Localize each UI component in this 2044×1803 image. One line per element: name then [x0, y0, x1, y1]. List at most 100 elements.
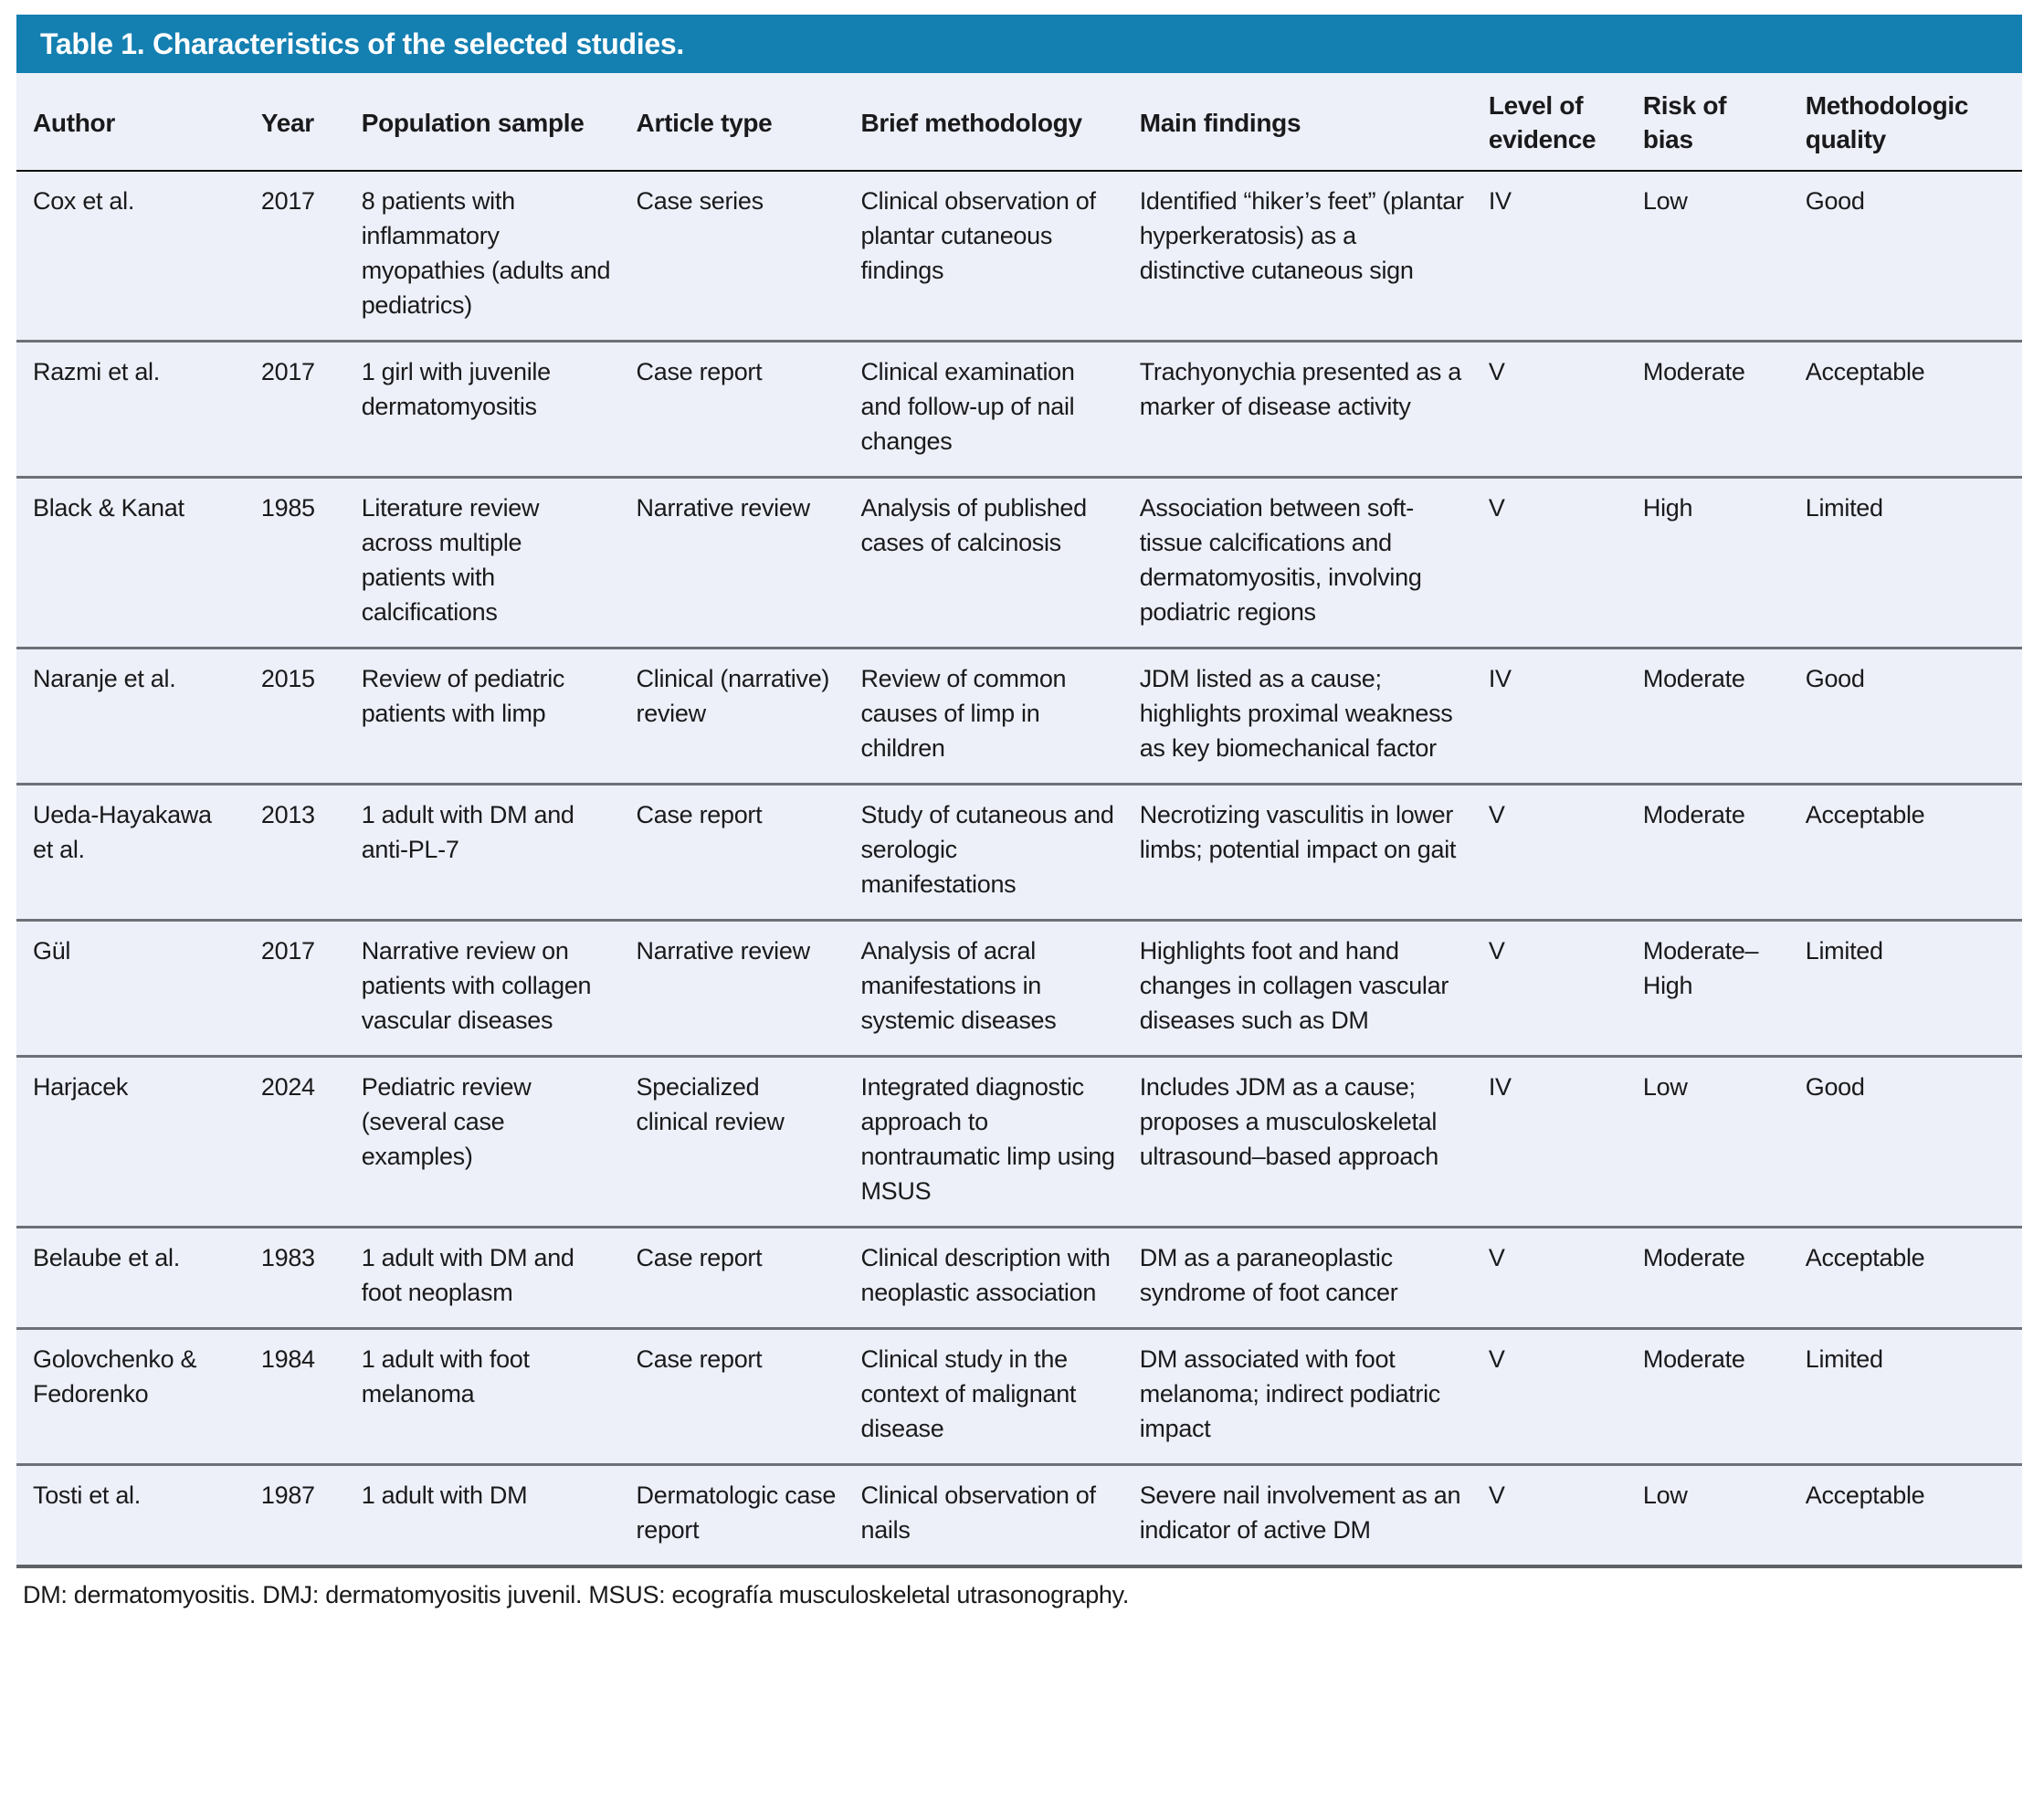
cell-author: Gül — [16, 920, 261, 1058]
cell-findings: Severe nail involvement as an indicator … — [1139, 1464, 1489, 1568]
table-row: Harjacek 2024 Pediatric review (several … — [16, 1056, 2022, 1228]
cell-methodology: Clinical observation of nails — [860, 1464, 1140, 1568]
cell-methodology: Clinical study in the context of maligna… — [860, 1328, 1140, 1466]
page-container: Table 1. Characteristics of the selected… — [16, 15, 2022, 1609]
cell-methodology: Analysis of published cases of calcinosi… — [860, 477, 1140, 649]
cell-evidence: IV — [1488, 171, 1643, 343]
cell-bias: Moderate — [1642, 341, 1806, 479]
table-body: Cox et al. 2017 8 patients with inflamma… — [16, 171, 2022, 1568]
table-row: Belaube et al. 1983 1 adult with DM and … — [16, 1227, 2022, 1330]
cell-methodology: Review of common causes of limp in child… — [860, 648, 1140, 786]
table-header: Author Year Population sample Article ty… — [16, 73, 2022, 172]
cell-evidence: V — [1488, 477, 1643, 649]
cell-methodology: Clinical description with neoplastic ass… — [860, 1227, 1140, 1330]
table-title-bar: Table 1. Characteristics of the selected… — [16, 15, 2022, 73]
cell-year: 1983 — [260, 1227, 362, 1330]
cell-quality: Acceptable — [1805, 1227, 2022, 1330]
cell-bias: Low — [1642, 1464, 1806, 1568]
cell-year: 2024 — [260, 1056, 362, 1228]
table-row: Cox et al. 2017 8 patients with inflamma… — [16, 171, 2022, 343]
cell-bias: Moderate — [1642, 648, 1806, 786]
cell-quality: Limited — [1805, 920, 2022, 1058]
cell-evidence: V — [1488, 784, 1643, 922]
cell-quality: Good — [1805, 1056, 2022, 1228]
cell-findings: DM as a paraneoplastic syndrome of foot … — [1139, 1227, 1489, 1330]
studies-table: Author Year Population sample Article ty… — [16, 73, 2022, 1568]
cell-evidence: IV — [1488, 1056, 1643, 1228]
cell-findings: JDM listed as a cause; highlights proxim… — [1139, 648, 1489, 786]
col-header-year: Year — [260, 73, 362, 172]
col-header-findings: Main findings — [1139, 73, 1489, 172]
cell-year: 2017 — [260, 341, 362, 479]
cell-year: 2013 — [260, 784, 362, 922]
header-row: Author Year Population sample Article ty… — [16, 73, 2022, 172]
cell-author: Tosti et al. — [16, 1464, 261, 1568]
cell-population: 8 patients with inflammatory myopathies … — [361, 171, 637, 343]
table-title: Table 1. Characteristics of the selected… — [40, 26, 684, 60]
cell-evidence: V — [1488, 1464, 1643, 1568]
table-row: Golovchenko & Fedorenko 1984 1 adult wit… — [16, 1328, 2022, 1466]
col-header-article-type: Article type — [636, 73, 861, 172]
cell-findings: DM associated with foot melanoma; indire… — [1139, 1328, 1489, 1466]
cell-author: Razmi et al. — [16, 341, 261, 479]
cell-author: Harjacek — [16, 1056, 261, 1228]
cell-year: 2015 — [260, 648, 362, 786]
cell-evidence: V — [1488, 341, 1643, 479]
cell-findings: Highlights foot and hand changes in coll… — [1139, 920, 1489, 1058]
col-header-methodology: Brief methodology — [860, 73, 1140, 172]
cell-year: 1987 — [260, 1464, 362, 1568]
cell-findings: Includes JDM as a cause; proposes a musc… — [1139, 1056, 1489, 1228]
cell-bias: Low — [1642, 1056, 1806, 1228]
cell-population: 1 adult with foot melanoma — [361, 1328, 637, 1466]
cell-evidence: V — [1488, 1328, 1643, 1466]
cell-methodology: Study of cutaneous and serologic manifes… — [860, 784, 1140, 922]
cell-findings: Association between soft-tissue calcific… — [1139, 477, 1489, 649]
table-row: Gül 2017 Narrative review on patients wi… — [16, 920, 2022, 1058]
cell-article-type: Case series — [636, 171, 861, 343]
cell-quality: Acceptable — [1805, 784, 2022, 922]
cell-article-type: Case report — [636, 1328, 861, 1466]
col-header-bias: Risk of bias — [1642, 73, 1806, 172]
col-header-author: Author — [16, 73, 261, 172]
cell-population: Pediatric review (several case examples) — [361, 1056, 637, 1228]
cell-author: Cox et al. — [16, 171, 261, 343]
cell-methodology: Clinical observation of plantar cutaneou… — [860, 171, 1140, 343]
cell-population: Narrative review on patients with collag… — [361, 920, 637, 1058]
col-header-quality: Methodologic quality — [1805, 73, 2022, 172]
cell-quality: Limited — [1805, 1328, 2022, 1466]
table-row: Tosti et al. 1987 1 adult with DM Dermat… — [16, 1464, 2022, 1568]
cell-population: Review of pediatric patients with limp — [361, 648, 637, 786]
cell-author: Ueda-Hayakawa et al. — [16, 784, 261, 922]
table-row: Ueda-Hayakawa et al. 2013 1 adult with D… — [16, 784, 2022, 922]
cell-findings: Identified “hiker’s feet” (plantar hyper… — [1139, 171, 1489, 343]
cell-bias: Moderate — [1642, 784, 1806, 922]
cell-article-type: Narrative review — [636, 920, 861, 1058]
cell-findings: Trachyonychia presented as a marker of d… — [1139, 341, 1489, 479]
cell-methodology: Clinical examination and follow-up of na… — [860, 341, 1140, 479]
cell-article-type: Dermatologic case report — [636, 1464, 861, 1568]
cell-year: 2017 — [260, 171, 362, 343]
cell-year: 1985 — [260, 477, 362, 649]
cell-article-type: Case report — [636, 1227, 861, 1330]
cell-bias: High — [1642, 477, 1806, 649]
col-header-evidence: Level of evidence — [1488, 73, 1643, 172]
cell-quality: Acceptable — [1805, 341, 2022, 479]
cell-evidence: V — [1488, 920, 1643, 1058]
cell-year: 2017 — [260, 920, 362, 1058]
cell-population: 1 adult with DM and foot neoplasm — [361, 1227, 637, 1330]
cell-article-type: Specialized clinical review — [636, 1056, 861, 1228]
cell-article-type: Case report — [636, 341, 861, 479]
cell-population: Literature review across multiple patien… — [361, 477, 637, 649]
cell-evidence: V — [1488, 1227, 1643, 1330]
cell-evidence: IV — [1488, 648, 1643, 786]
table-row: Naranje et al. 2015 Review of pediatric … — [16, 648, 2022, 786]
cell-bias: Moderate–High — [1642, 920, 1806, 1058]
cell-quality: Acceptable — [1805, 1464, 2022, 1568]
table-row: Black & Kanat 1985 Literature review acr… — [16, 477, 2022, 649]
cell-methodology: Analysis of acral manifestations in syst… — [860, 920, 1140, 1058]
cell-author: Belaube et al. — [16, 1227, 261, 1330]
cell-year: 1984 — [260, 1328, 362, 1466]
cell-quality: Limited — [1805, 477, 2022, 649]
cell-bias: Moderate — [1642, 1227, 1806, 1330]
cell-author: Golovchenko & Fedorenko — [16, 1328, 261, 1466]
